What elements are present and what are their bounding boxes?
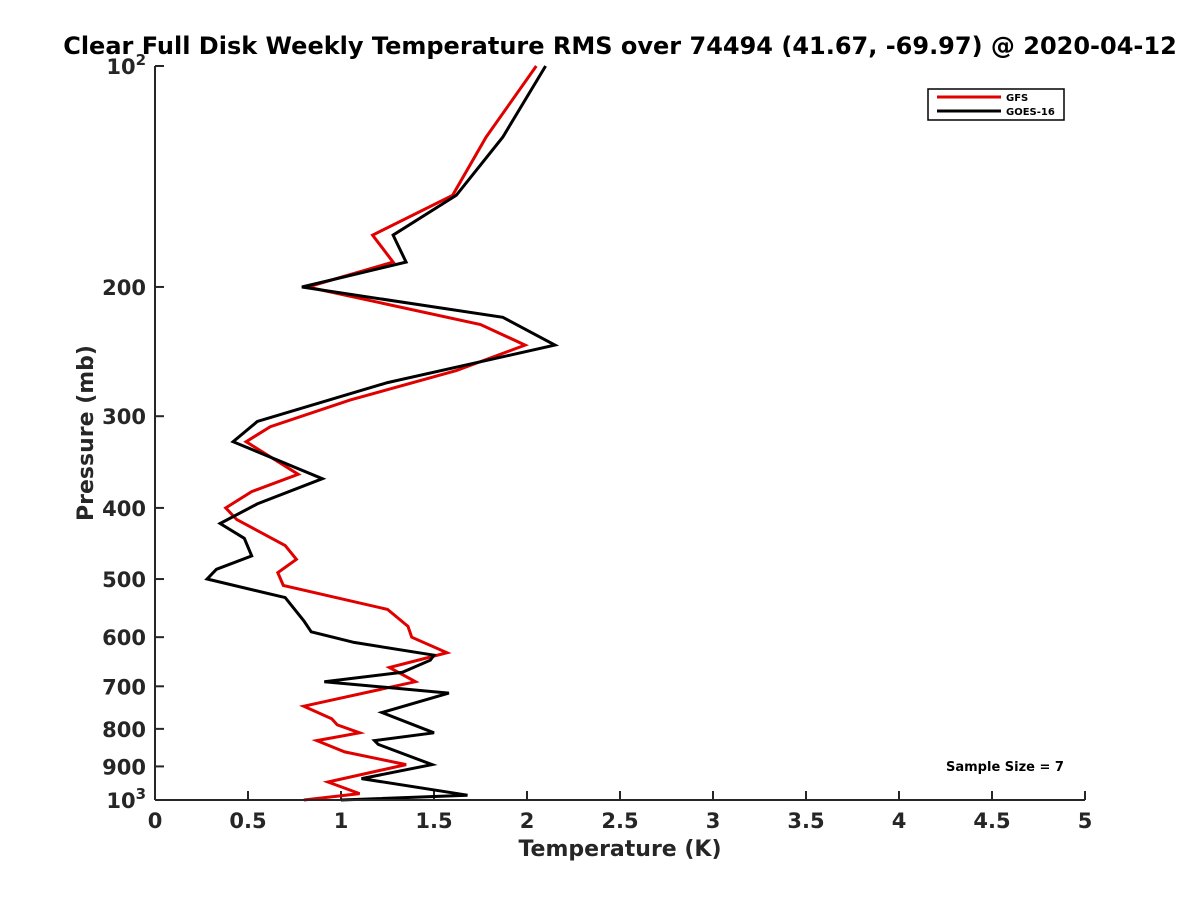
x-axis-ticks: 0 0.5 1 1.5 2 2.5 3 3.5 4 4.5 5 xyxy=(148,791,1093,833)
x-tick-label: 0.5 xyxy=(229,809,266,833)
x-tick-label: 2 xyxy=(520,809,535,833)
x-axis-label: Temperature (K) xyxy=(518,837,721,862)
sample-size-annotation: Sample Size = 7 xyxy=(946,760,1064,775)
legend-box xyxy=(927,88,1065,121)
y-tick-label: 800 xyxy=(102,718,146,742)
x-tick-label: 1 xyxy=(334,809,349,833)
series-line-gfs xyxy=(223,65,538,802)
y-tick-label: 900 xyxy=(102,755,146,779)
y-tick-label: 103 xyxy=(106,785,146,813)
y-tick-label: 600 xyxy=(102,626,146,650)
x-tick-label: 3 xyxy=(706,809,721,833)
legend-label-goes16: GOES-16 xyxy=(1006,107,1055,118)
y-tick-label: 400 xyxy=(102,497,146,521)
x-tick-label: 2.5 xyxy=(601,809,638,833)
x-tick-label: 3.5 xyxy=(787,809,824,833)
legend-label-gfs: GFS xyxy=(1006,93,1028,104)
series-lines xyxy=(204,65,560,802)
chart-title: Clear Full Disk Weekly Temperature RMS o… xyxy=(63,32,1177,60)
x-tick-label: 4.5 xyxy=(973,809,1010,833)
y-tick-label: 300 xyxy=(102,405,146,429)
y-tick-label: 700 xyxy=(102,675,146,699)
x-tick-label: 4 xyxy=(892,809,907,833)
y-tick-label: 200 xyxy=(102,276,146,300)
y-axis-label: Pressure (mb) xyxy=(74,345,99,521)
x-tick-label: 1.5 xyxy=(415,809,452,833)
legend: GFS GOES-16 xyxy=(927,88,1065,121)
x-tick-label: 0 xyxy=(148,809,163,833)
y-tick-label: 102 xyxy=(106,51,146,79)
x-tick-label: 5 xyxy=(1078,809,1093,833)
series-line-goes16 xyxy=(204,65,560,802)
y-tick-label: 500 xyxy=(102,568,146,592)
y-axis-ticks: 102 200 300 400 500 600 700 800 900 103 xyxy=(102,51,164,813)
